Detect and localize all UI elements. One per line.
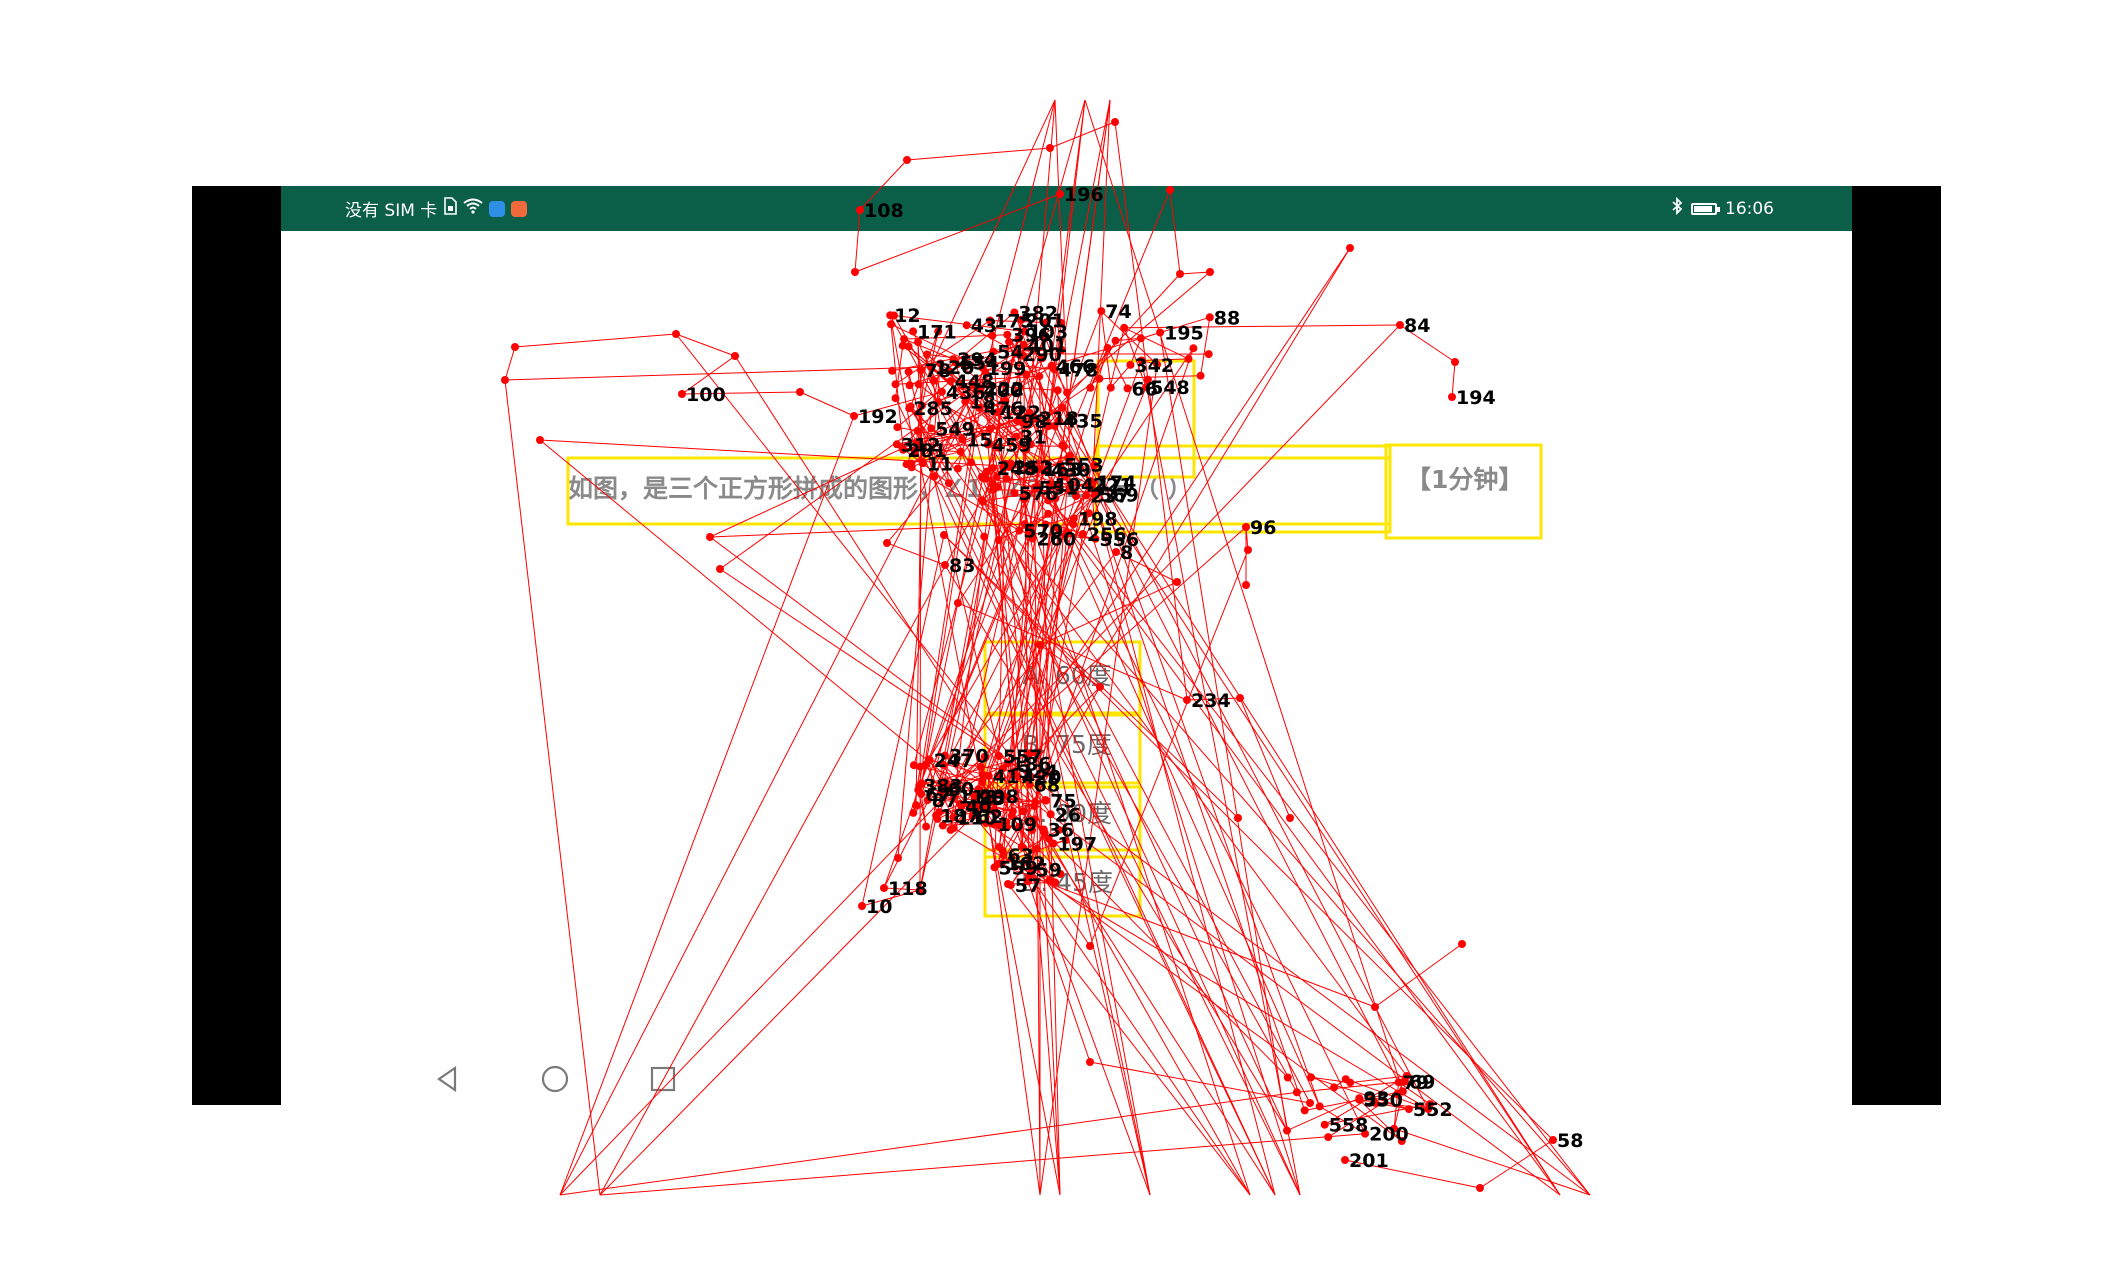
trace-line xyxy=(1393,1128,1591,1196)
status-bar-left: 没有 SIM 卡 xyxy=(345,186,528,231)
recent-apps-icon[interactable] xyxy=(646,1062,680,1096)
trace-point xyxy=(1549,1136,1557,1144)
trace-line xyxy=(1049,121,1116,149)
option-d[interactable]: D. 45度 xyxy=(992,848,1142,914)
trace-line xyxy=(1319,1105,1366,1135)
trace-point xyxy=(903,156,911,164)
trace-line xyxy=(599,1133,1366,1196)
trace-point xyxy=(1046,144,1054,152)
status-bar: 没有 SIM 卡 16:06 xyxy=(281,186,1852,231)
clock: 16:06 xyxy=(1725,198,1774,219)
option-a[interactable]: A. 60度 xyxy=(992,641,1142,707)
trace-line xyxy=(906,147,1051,161)
trace-line xyxy=(559,1091,1297,1196)
trace-line xyxy=(1344,1159,1481,1189)
trace-point xyxy=(1111,118,1119,126)
bluetooth-icon xyxy=(1671,196,1683,220)
battery-icon xyxy=(1691,202,1720,215)
letterbox-left xyxy=(192,186,281,1105)
time-limit-label: 【1分钟】 xyxy=(1406,465,1524,494)
trace-point xyxy=(1320,1120,1329,1129)
option-a-label: A. 60度 xyxy=(1022,661,1112,690)
app-badge-orange-icon xyxy=(511,200,528,217)
trace-label: 201 xyxy=(1349,1150,1389,1172)
wifi-icon xyxy=(463,198,483,219)
trace-point xyxy=(1361,1129,1370,1138)
trace-point xyxy=(1476,1184,1484,1192)
option-c-label: C. 90度 xyxy=(1021,799,1113,828)
trace-label: 200 xyxy=(1369,1124,1409,1146)
device-screen: 没有 SIM 卡 16:06 如图，是三个正方形拼成的图形，∠1+∠2+∠3 =… xyxy=(281,186,1852,1105)
trace-label: 558 xyxy=(1329,1115,1369,1137)
question-text: 如图，是三个正方形拼成的图形，∠1+∠2+∠3 =（ ） xyxy=(568,474,1193,503)
status-bar-right: 16:06 xyxy=(1671,186,1774,231)
carrier-text: 没有 SIM 卡 xyxy=(345,201,438,221)
trace-point xyxy=(1341,1156,1349,1164)
letterbox-right xyxy=(1852,186,1941,1105)
question-row: 如图，是三个正方形拼成的图形，∠1+∠2+∠3 =（ ） xyxy=(568,455,1328,519)
trace-point xyxy=(1300,1106,1309,1115)
trace-point xyxy=(1324,1133,1333,1142)
trace-point xyxy=(1404,1105,1413,1114)
app-badge-blue-icon xyxy=(489,200,506,217)
trace-point xyxy=(1283,1126,1291,1135)
option-c[interactable]: C. 90度 xyxy=(992,779,1142,845)
trace-line xyxy=(1324,1103,1431,1126)
back-icon[interactable] xyxy=(431,1062,465,1096)
sim-card-icon xyxy=(443,197,458,220)
trace-point xyxy=(1390,1124,1399,1133)
home-icon[interactable] xyxy=(538,1062,572,1096)
trace-line xyxy=(1358,1099,1403,1142)
trace-point xyxy=(1397,1137,1406,1145)
trace-point xyxy=(1424,1105,1433,1114)
option-d-label: D. 45度 xyxy=(1021,868,1113,897)
option-b-label: B. 75度 xyxy=(1022,730,1112,759)
trace-label: 58 xyxy=(1557,1130,1583,1152)
option-b[interactable]: B. 75度 xyxy=(992,710,1142,776)
navigation-bar xyxy=(281,1054,1852,1104)
trace-line xyxy=(1479,1139,1554,1189)
